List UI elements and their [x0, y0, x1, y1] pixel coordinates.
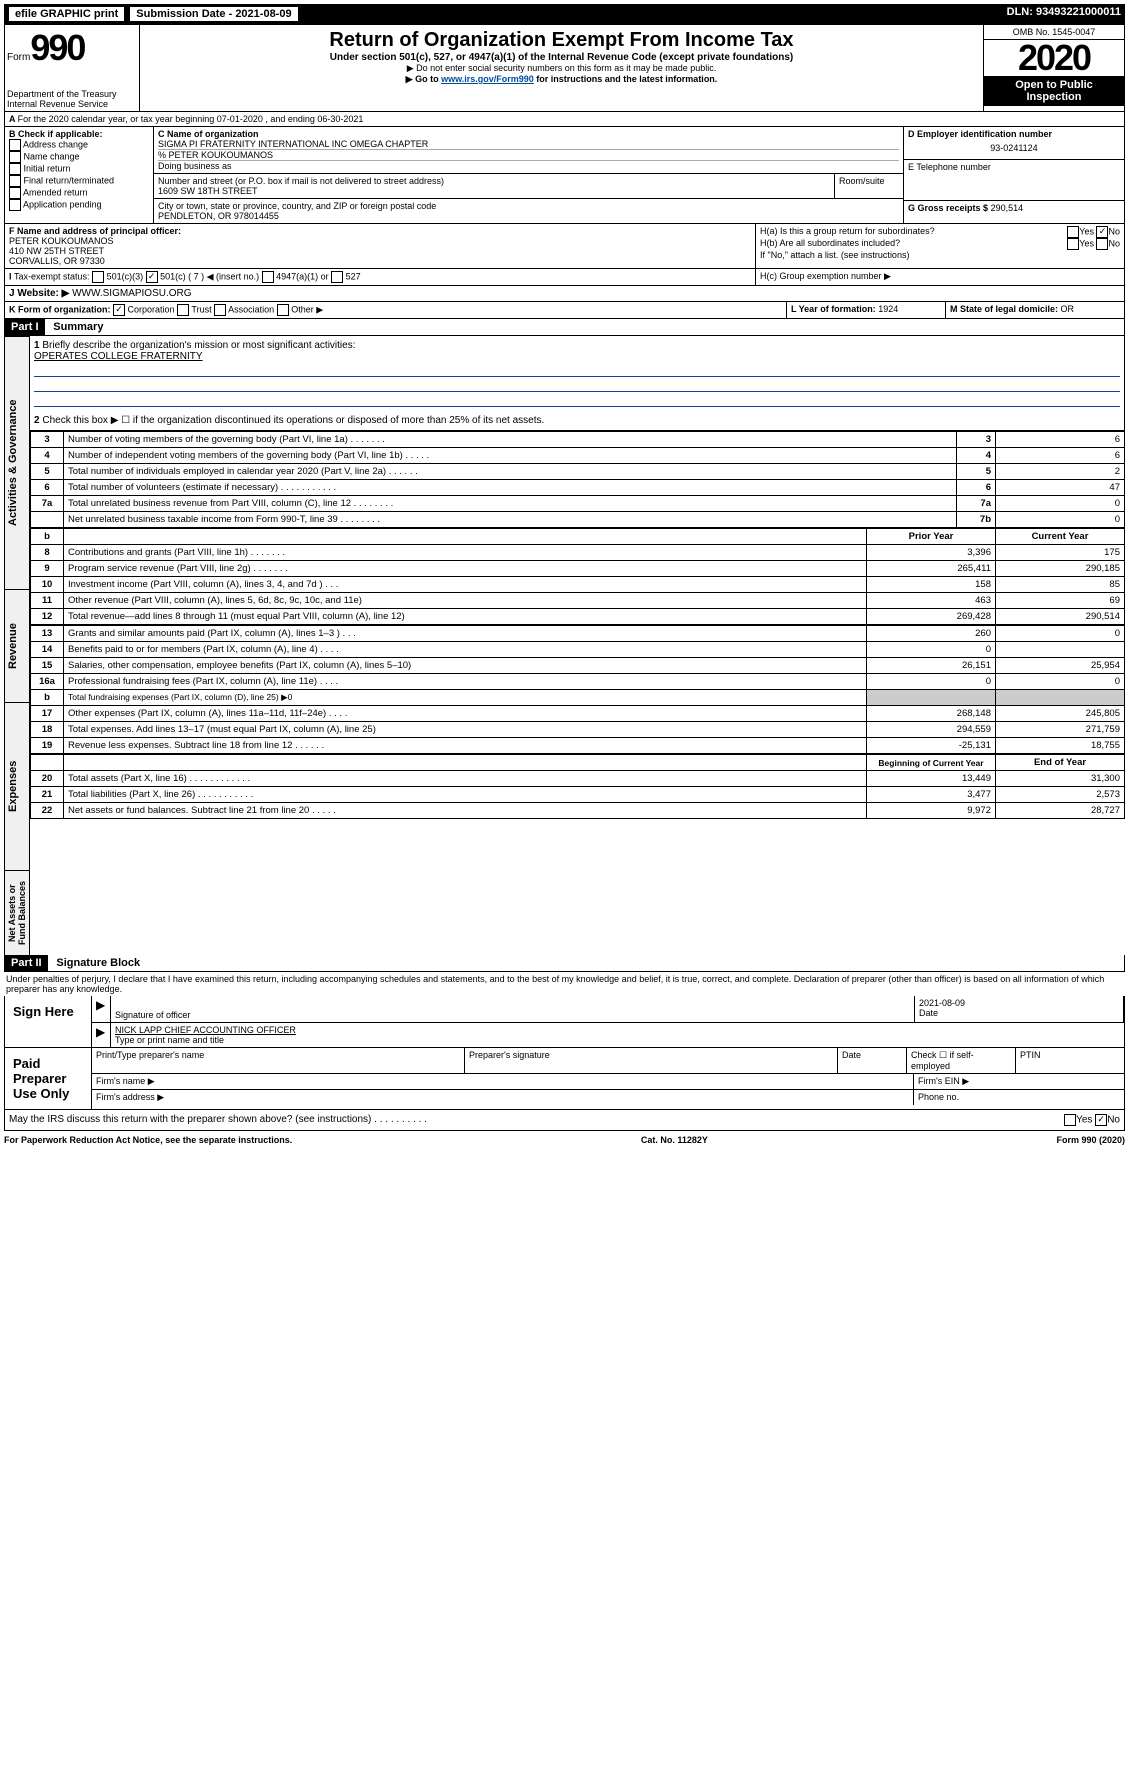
city-state-zip: PENDLETON, OR 978014455	[158, 211, 899, 221]
check-final[interactable]: Final return/terminated	[9, 175, 149, 187]
dba-label: Doing business as	[158, 161, 899, 171]
addr-label: Number and street (or P.O. box if mail i…	[158, 176, 830, 186]
block-f-label: F Name and address of principal officer:	[9, 226, 751, 236]
block-d-label: D Employer identification number	[908, 129, 1120, 139]
tab-governance: Activities & Governance	[4, 336, 30, 589]
h-c: H(c) Group exemption number ▶	[756, 269, 1124, 285]
officer-addr2: CORVALLIS, OR 97330	[9, 256, 751, 266]
line-klm: K Form of organization: ✓ Corporation Tr…	[4, 302, 1125, 319]
form-number: Form990	[7, 27, 137, 69]
ssn-warning: ▶ Do not enter social security numbers o…	[144, 63, 979, 74]
tab-revenue: Revenue	[4, 589, 30, 702]
discuss-no-check: ✓	[1095, 1114, 1107, 1126]
efile-link[interactable]: efile GRAPHIC print	[8, 6, 125, 22]
page-footer: For Paperwork Reduction Act Notice, see …	[4, 1131, 1125, 1145]
officer-addr1: 410 NW 25TH STREET	[9, 246, 751, 256]
block-b-title: B Check if applicable:	[9, 129, 149, 139]
block-e: E Telephone number	[904, 160, 1124, 201]
governance-table: 3Number of voting members of the governi…	[30, 431, 1125, 528]
part1-header: Part I	[5, 319, 45, 335]
tab-expenses: Expenses	[4, 702, 30, 870]
check-name[interactable]: Name change	[9, 151, 149, 163]
goto-line: ▶ Go to www.irs.gov/Form990 for instruct…	[144, 74, 979, 85]
officer-name: PETER KOUKOUMANOS	[9, 236, 751, 246]
check-amended[interactable]: Amended return	[9, 187, 149, 199]
inspection-notice: Open to Public Inspection	[984, 76, 1124, 106]
expenses-table: 13Grants and similar amounts paid (Part …	[30, 625, 1125, 754]
dept-treasury: Department of the Treasury Internal Reve…	[7, 89, 137, 109]
block-c-label: C Name of organization	[158, 129, 899, 139]
part2-title: Signature Block	[50, 957, 140, 969]
tax-exempt-row: I Tax-exempt status: 501(c)(3) ✓ 501(c) …	[4, 269, 1125, 286]
form990-link[interactable]: www.irs.gov/Form990	[441, 74, 534, 84]
check-initial[interactable]: Initial return	[9, 163, 149, 175]
discuss-row: May the IRS discuss this return with the…	[4, 1110, 1125, 1131]
block-g-label: G Gross receipts $	[908, 203, 988, 213]
line-j: J Website: ▶ WWW.SIGMAPIOSU.ORG	[4, 286, 1125, 302]
form-header: Form990 Department of the Treasury Inter…	[4, 24, 1125, 112]
gross-receipts: 290,514	[991, 203, 1024, 213]
street-address: 1609 SW 18TH STREET	[158, 186, 830, 196]
entity-block: B Check if applicable: Address change Na…	[4, 127, 1125, 224]
org-name: SIGMA PI FRATERNITY INTERNATIONAL INC OM…	[158, 139, 899, 149]
dln: DLN: 93493221000011	[1003, 4, 1125, 24]
submission-date: Submission Date - 2021-08-09	[129, 6, 298, 22]
ha-no-check: ✓	[1096, 226, 1108, 238]
ein: 93-0241124	[908, 139, 1120, 157]
top-bar: efile GRAPHIC print Submission Date - 20…	[4, 4, 1125, 24]
part1-title: Summary	[47, 321, 103, 333]
sig-officer-label: Signature of officer	[111, 996, 915, 1022]
h-b: H(b) Are all subordinates included?	[760, 238, 900, 250]
tax-year: 2020	[984, 40, 1124, 76]
revenue-table: bPrior YearCurrent Year 8Contributions a…	[30, 528, 1125, 625]
part2-header: Part II	[5, 955, 48, 971]
city-label: City or town, state or province, country…	[158, 201, 899, 211]
website: WWW.SIGMAPIOSU.ORG	[72, 288, 191, 299]
officer-name-title: NICK LAPP CHIEF ACCOUNTING OFFICER	[115, 1025, 1120, 1035]
paid-preparer-block: Paid Preparer Use Only Print/Type prepar…	[4, 1048, 1125, 1110]
q2: Check this box ▶ ☐ if the organization d…	[42, 415, 544, 426]
year-formation: 1924	[878, 304, 898, 314]
corp-check: ✓	[113, 304, 125, 316]
h-b-note: If "No," attach a list. (see instruction…	[760, 250, 1120, 260]
sign-here-block: Sign Here ▶ Signature of officer 2021-08…	[4, 996, 1125, 1048]
tab-netassets: Net Assets or Fund Balances	[4, 870, 30, 955]
line-a: A For the 2020 calendar year, or tax yea…	[4, 112, 1125, 127]
sig-date: 2021-08-09	[919, 998, 1119, 1008]
care-of: % PETER KOUKOUMANOS	[158, 149, 899, 161]
state-domicile: OR	[1061, 304, 1075, 314]
check-pending[interactable]: Application pending	[9, 199, 149, 211]
501c-check: ✓	[146, 271, 158, 283]
form-title: Return of Organization Exempt From Incom…	[144, 29, 979, 52]
officer-block: F Name and address of principal officer:…	[4, 224, 1125, 269]
netassets-table: Beginning of Current YearEnd of Year 20T…	[30, 754, 1125, 819]
check-address[interactable]: Address change	[9, 139, 149, 151]
form-subtitle: Under section 501(c), 527, or 4947(a)(1)…	[144, 52, 979, 63]
mission: OPERATES COLLEGE FRATERNITY	[34, 351, 1120, 362]
h-a: H(a) Is this a group return for subordin…	[760, 226, 935, 238]
room-suite: Room/suite	[835, 174, 903, 198]
q1: Briefly describe the organization's miss…	[42, 340, 355, 351]
perjury-statement: Under penalties of perjury, I declare th…	[4, 972, 1125, 996]
